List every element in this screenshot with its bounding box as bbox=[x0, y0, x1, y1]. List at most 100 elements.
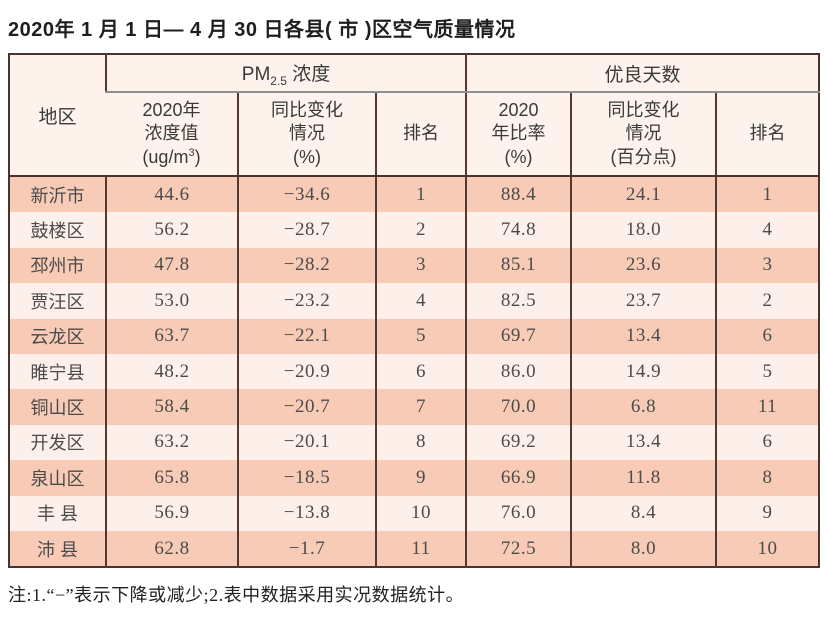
cell-pm-rank: 3 bbox=[375, 247, 466, 284]
table-row: 云龙区 63.7 −22.1 5 69.7 13.4 6 bbox=[9, 318, 820, 354]
cell-region: 新沂市 bbox=[30, 185, 85, 206]
column-header-pm-rank: 排名 bbox=[375, 92, 466, 177]
column-group-good-days: 优良天数 bbox=[464, 54, 820, 93]
cell-pm-change: −13.8 bbox=[237, 495, 376, 531]
table-header: 地区 PM2.5 浓度 优良天数 2020年 浓度值 (ug/m3) 同比变化 … bbox=[9, 54, 820, 177]
cell-pm-value: 65.8 bbox=[105, 460, 238, 496]
cell-pm-value: 47.8 bbox=[105, 247, 238, 284]
column-header-region: 地区 bbox=[9, 54, 106, 177]
cell-good-change: 8.4 bbox=[570, 495, 716, 531]
cell-pm-change: −28.7 bbox=[237, 212, 376, 248]
cell-pm-value: 56.9 bbox=[105, 495, 238, 531]
table-row: 睢宁县 48.2 −20.9 6 86.0 14.9 5 bbox=[9, 353, 820, 390]
table-row: 开发区 63.2 −20.1 8 69.2 13.4 6 bbox=[9, 424, 820, 461]
good-rate-line1: 2020 bbox=[498, 100, 539, 121]
column-header-good-change: 同比变化 情况 (百分点) bbox=[570, 92, 716, 177]
cell-good-change: 6.8 bbox=[570, 389, 716, 425]
column-group-pm25: PM2.5 浓度 bbox=[105, 54, 466, 93]
cell-good-rank: 5 bbox=[714, 353, 820, 390]
cell-region: 铜山区 bbox=[30, 398, 85, 419]
cell-pm-rank: 4 bbox=[375, 283, 466, 319]
cell-good-change: 13.4 bbox=[570, 318, 716, 354]
cell-pm-value: 44.6 bbox=[105, 176, 238, 213]
cell-pm-rank: 5 bbox=[375, 318, 466, 354]
table-row: 新沂市 44.6 −34.6 1 88.4 24.1 1 bbox=[9, 176, 820, 213]
pm-change-line1: 同比变化 bbox=[271, 100, 343, 121]
cell-pm-change: −20.9 bbox=[237, 353, 376, 390]
cell-good-change: 24.1 bbox=[570, 176, 716, 213]
cell-good-rate: 72.5 bbox=[465, 530, 571, 568]
cell-good-rate: 70.0 bbox=[465, 389, 571, 425]
column-header-pm-value: 2020年 浓度值 (ug/m3) bbox=[106, 92, 238, 177]
cell-pm-value: 53.0 bbox=[105, 283, 238, 319]
cell-pm-change: −23.2 bbox=[237, 283, 376, 319]
column-header-good-rate: 2020 年比率 (%) bbox=[465, 92, 571, 177]
good-change-line2: 情况 bbox=[625, 123, 662, 144]
good-rate-unit: (%) bbox=[504, 146, 533, 167]
cell-pm-change: −18.5 bbox=[237, 460, 376, 496]
air-quality-table: 地区 PM2.5 浓度 优良天数 2020年 浓度值 (ug/m3) 同比变化 … bbox=[8, 53, 821, 569]
pm-label: PM bbox=[241, 63, 271, 85]
table-row: 贾汪区 53.0 −23.2 4 82.5 23.7 2 bbox=[9, 283, 820, 319]
table-row: 沛 县 62.8 −1.7 11 72.5 8.0 10 bbox=[9, 530, 820, 568]
cell-good-rate: 76.0 bbox=[465, 495, 571, 531]
good-change-line1: 同比变化 bbox=[607, 100, 680, 121]
cell-good-rate: 74.8 bbox=[465, 212, 571, 248]
cell-pm-value: 56.2 bbox=[105, 212, 238, 248]
page-title: 2020年 1 月 1 日— 4 月 30 日各县( 市 )区空气质量情况 bbox=[8, 19, 516, 41]
table-row: 邳州市 47.8 −28.2 3 85.1 23.6 3 bbox=[9, 247, 820, 284]
pm-subscript: 2.5 bbox=[270, 73, 287, 88]
pm-label-suffix: 浓度 bbox=[286, 63, 331, 85]
table-body: 新沂市 44.6 −34.6 1 88.4 24.1 1 鼓楼区 56.2 −2… bbox=[9, 176, 820, 568]
cell-pm-change: −20.1 bbox=[237, 424, 376, 461]
table-row: 泉山区 65.8 −18.5 9 66.9 11.8 8 bbox=[9, 460, 820, 496]
cell-good-change: 8.0 bbox=[570, 530, 716, 568]
cell-good-rank: 1 bbox=[714, 176, 820, 213]
cell-pm-value: 62.8 bbox=[105, 530, 238, 568]
pm-value-unit: (ug/m bbox=[142, 146, 189, 167]
cell-pm-change: −28.2 bbox=[237, 247, 376, 284]
pm-value-line2: 浓度值 bbox=[144, 123, 199, 144]
cell-good-change: 18.0 bbox=[570, 212, 716, 248]
cell-good-rank: 10 bbox=[714, 530, 820, 568]
cell-pm-rank: 6 bbox=[375, 353, 466, 390]
cell-region: 睢宁县 bbox=[30, 362, 85, 383]
cell-good-rate: 85.1 bbox=[465, 247, 571, 284]
cell-region: 开发区 bbox=[30, 433, 85, 454]
cell-pm-value: 48.2 bbox=[105, 353, 238, 390]
good-change-unit: (百分点) bbox=[610, 146, 677, 167]
cell-region: 丰 县 bbox=[36, 504, 78, 525]
cell-good-rank: 6 bbox=[714, 318, 820, 354]
cell-pm-change: −34.6 bbox=[237, 176, 376, 213]
cell-good-rate: 69.7 bbox=[465, 318, 571, 354]
cell-pm-rank: 11 bbox=[375, 530, 466, 568]
cell-good-rate: 69.2 bbox=[465, 424, 571, 461]
pm-change-line2: 情况 bbox=[289, 123, 325, 144]
table-row: 铜山区 58.4 −20.7 7 70.0 6.8 11 bbox=[9, 389, 820, 425]
cell-region: 鼓楼区 bbox=[30, 221, 85, 242]
cell-pm-value: 58.4 bbox=[105, 389, 238, 425]
cell-pm-change: −1.7 bbox=[237, 530, 376, 568]
cell-good-rank: 11 bbox=[714, 389, 820, 425]
column-header-good-rank: 排名 bbox=[714, 92, 820, 177]
cell-region: 云龙区 bbox=[30, 327, 85, 348]
column-header-pm-change: 同比变化 情况 (%) bbox=[237, 92, 376, 177]
table-row: 丰 县 56.9 −13.8 10 76.0 8.4 9 bbox=[9, 495, 820, 531]
cell-pm-change: −22.1 bbox=[237, 318, 376, 354]
cell-good-change: 23.7 bbox=[570, 283, 716, 319]
cell-good-change: 23.6 bbox=[570, 247, 716, 284]
table-row: 鼓楼区 56.2 −28.7 2 74.8 18.0 4 bbox=[9, 212, 820, 248]
cell-good-rate: 82.5 bbox=[465, 283, 571, 319]
cell-good-rate: 86.0 bbox=[465, 353, 571, 390]
cell-good-rank: 3 bbox=[714, 247, 820, 284]
cell-good-rank: 9 bbox=[714, 495, 820, 531]
cell-region: 泉山区 bbox=[30, 468, 85, 489]
cell-good-rank: 6 bbox=[714, 424, 820, 461]
cell-good-rank: 4 bbox=[714, 212, 820, 248]
cell-pm-rank: 2 bbox=[375, 212, 466, 248]
footnote: 注:1.“−”表示下降或减少;2.表中数据采用实况数据统计。 bbox=[8, 585, 465, 606]
good-rate-line2: 年比率 bbox=[491, 123, 546, 144]
cell-pm-value: 63.2 bbox=[105, 424, 238, 461]
cell-pm-rank: 9 bbox=[375, 460, 466, 496]
cell-good-rate: 88.4 bbox=[465, 176, 571, 213]
